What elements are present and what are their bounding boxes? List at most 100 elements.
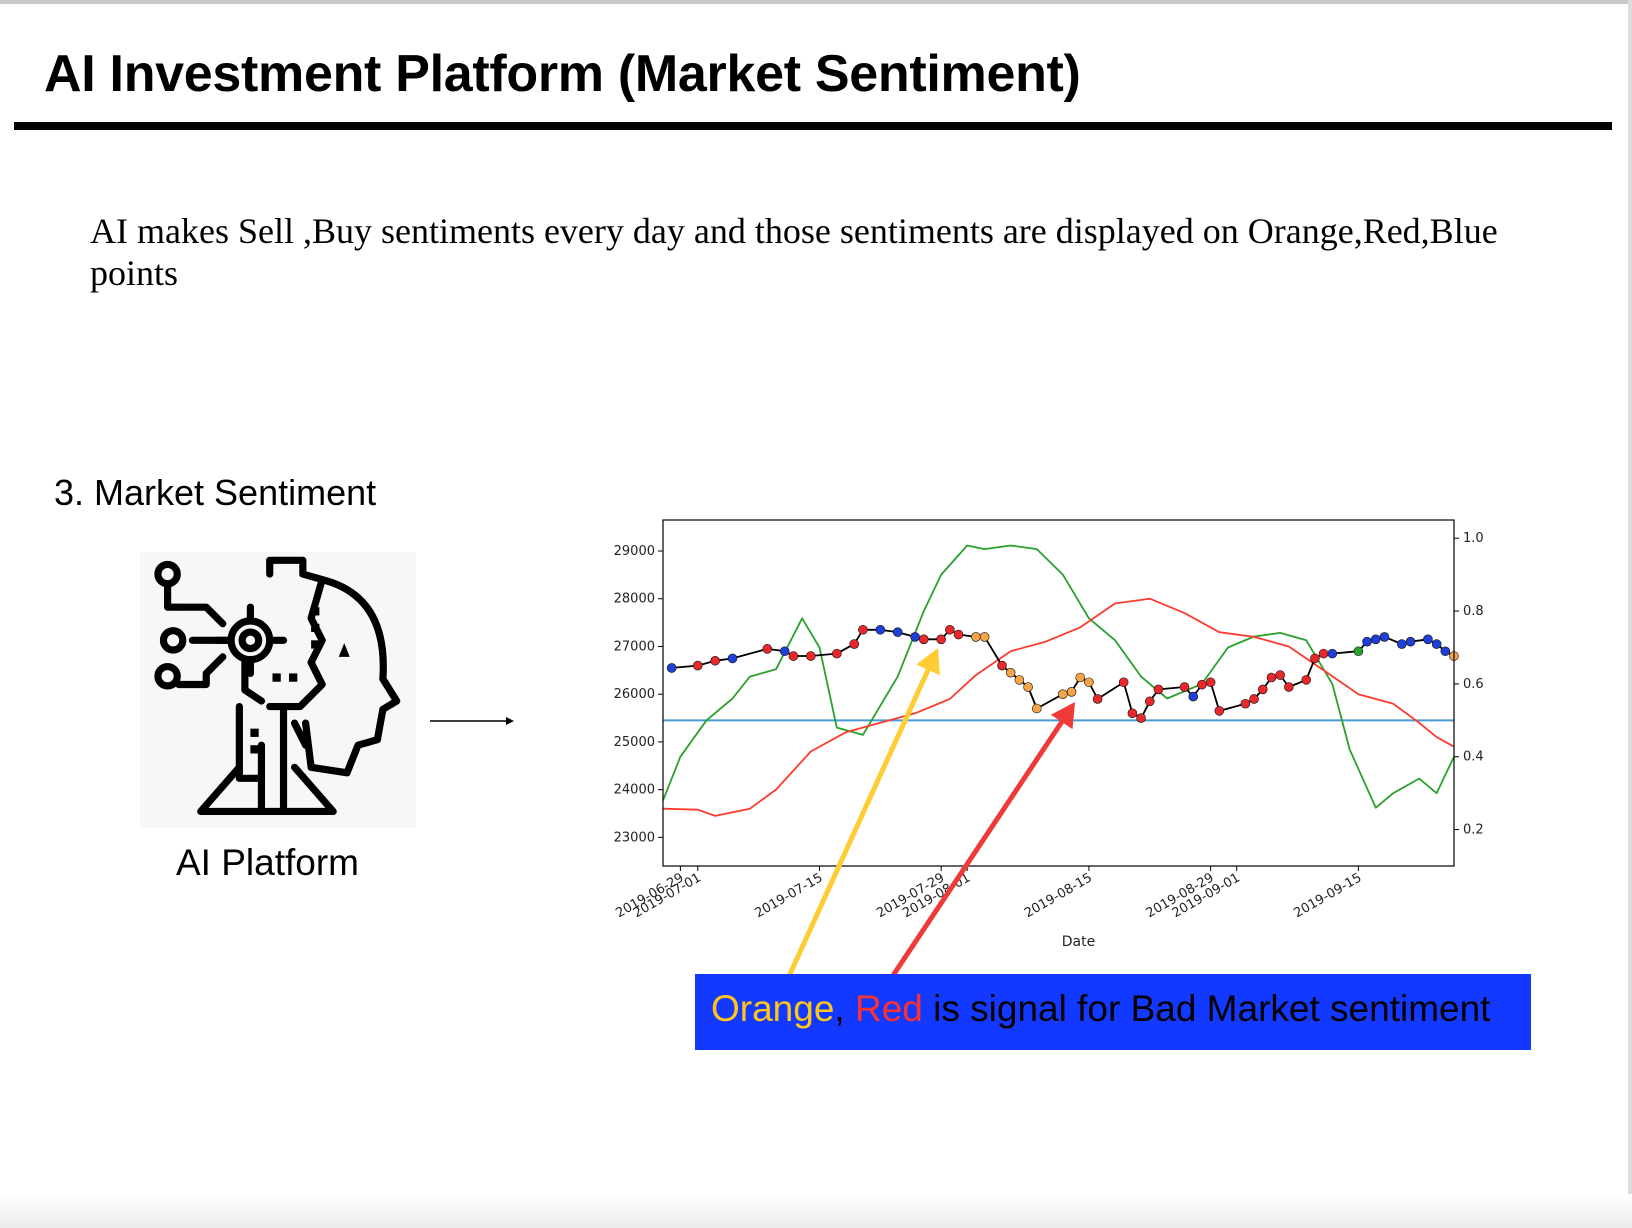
price-marker bbox=[1362, 636, 1372, 647]
orange-callout-arrow-shaft bbox=[787, 667, 931, 977]
x-tick-label: 2019-07-15 bbox=[753, 870, 826, 921]
y-left-tick-label: 27000 bbox=[614, 639, 655, 654]
price-marker bbox=[997, 660, 1007, 671]
red-callout-arrow-shaft bbox=[891, 719, 1065, 977]
price-marker bbox=[979, 632, 990, 642]
callout-comma: , bbox=[834, 988, 845, 1029]
price-marker bbox=[1023, 682, 1033, 692]
price-marker bbox=[1144, 696, 1155, 707]
x-tick-label: 2019-09-15 bbox=[1291, 870, 1364, 921]
callout-rest: is signal for Bad Market sentiment bbox=[922, 988, 1491, 1029]
price-marker bbox=[945, 624, 955, 635]
price-marker bbox=[1370, 634, 1381, 645]
title-underline bbox=[14, 122, 1612, 130]
y-left-tick-label: 23000 bbox=[614, 830, 655, 845]
window-right-border bbox=[1628, 0, 1632, 1228]
price-marker bbox=[832, 648, 842, 659]
price-marker bbox=[1188, 691, 1199, 702]
price-marker bbox=[1318, 648, 1329, 659]
price-marker bbox=[892, 627, 903, 637]
price-marker bbox=[1084, 677, 1094, 688]
window-top-border bbox=[0, 0, 1632, 4]
x-tick-label: 2019-07-01 bbox=[631, 870, 704, 921]
price-marker bbox=[788, 651, 799, 661]
price-marker bbox=[910, 632, 920, 642]
price-marker bbox=[1405, 636, 1416, 647]
price-marker bbox=[1249, 694, 1259, 704]
y-right-tick-label: 1.0 bbox=[1463, 531, 1484, 546]
price-line bbox=[671, 628, 1455, 719]
price-marker bbox=[1310, 653, 1320, 664]
x-tick-label: 2019-06-29 bbox=[613, 870, 686, 921]
price-marker bbox=[1275, 670, 1285, 680]
price-marker bbox=[1431, 639, 1442, 649]
price-marker bbox=[1353, 646, 1364, 657]
callout-orange-word: Orange bbox=[711, 988, 835, 1029]
y-left-tick-label: 26000 bbox=[614, 687, 655, 702]
price-marker bbox=[936, 634, 946, 645]
price-marker bbox=[918, 634, 929, 645]
price-marker bbox=[1014, 675, 1025, 685]
x-tick-label: 2019-08-01 bbox=[900, 870, 973, 921]
price-marker bbox=[1449, 651, 1459, 661]
y-left-tick-label: 28000 bbox=[614, 592, 655, 607]
price-marker bbox=[1118, 677, 1129, 688]
callout-text: Orange, Red is signal for Bad Market sen… bbox=[711, 988, 1490, 1030]
sentiment-ratio-line bbox=[662, 544, 1455, 809]
y-left-tick-label: 25000 bbox=[614, 735, 655, 750]
price-marker bbox=[953, 629, 964, 640]
price-marker bbox=[1092, 694, 1103, 704]
price-marker bbox=[875, 624, 886, 635]
bottom-shade bbox=[0, 1194, 1632, 1228]
y-left-tick-label: 29000 bbox=[614, 544, 655, 559]
price-marker bbox=[779, 646, 790, 657]
moving-average-line bbox=[662, 597, 1455, 817]
price-marker bbox=[1440, 646, 1451, 657]
price-marker bbox=[858, 624, 868, 635]
right-arrow-icon bbox=[430, 717, 514, 725]
price-marker bbox=[1197, 679, 1207, 690]
x-axis-label: Date bbox=[1062, 934, 1095, 950]
price-marker bbox=[692, 660, 703, 671]
orange-callout-arrow-head bbox=[916, 648, 940, 676]
price-marker bbox=[805, 651, 816, 661]
price-marker bbox=[1266, 672, 1277, 683]
price-marker bbox=[762, 644, 773, 654]
y-right-tick-label: 0.6 bbox=[1463, 677, 1484, 692]
price-marker bbox=[1136, 713, 1146, 723]
price-marker bbox=[1214, 706, 1225, 716]
price-marker bbox=[1397, 639, 1407, 649]
price-marker bbox=[1127, 708, 1138, 719]
price-marker bbox=[666, 663, 677, 673]
x-tick-label: 2019-08-29 bbox=[1144, 870, 1217, 921]
price-marker bbox=[1153, 684, 1164, 695]
price-marker bbox=[1058, 689, 1068, 699]
price-marker bbox=[1301, 675, 1312, 685]
price-marker bbox=[1240, 698, 1251, 709]
robot-head-with-gears-icon bbox=[140, 552, 416, 828]
price-marker bbox=[1179, 682, 1190, 692]
y-right-tick-label: 0.2 bbox=[1463, 823, 1484, 838]
y-right-tick-label: 0.4 bbox=[1463, 750, 1484, 765]
price-marker bbox=[1205, 677, 1216, 688]
plot-frame bbox=[662, 519, 1455, 867]
callout-red-word: Red bbox=[854, 988, 923, 1029]
price-marker bbox=[1075, 672, 1086, 683]
slide-description: AI makes Sell ,Buy sentiments every day … bbox=[90, 211, 1498, 293]
price-marker bbox=[1031, 703, 1042, 714]
callout-box: Orange, Red is signal for Bad Market sen… bbox=[695, 974, 1531, 1050]
x-tick-label: 2019-07-29 bbox=[874, 870, 947, 921]
price-marker bbox=[849, 639, 860, 649]
price-marker bbox=[1066, 687, 1077, 697]
y-right-tick-label: 0.8 bbox=[1463, 604, 1484, 619]
price-marker bbox=[727, 653, 738, 664]
price-marker bbox=[1379, 632, 1390, 642]
price-marker bbox=[1423, 634, 1433, 645]
price-marker bbox=[1257, 684, 1268, 695]
price-marker bbox=[710, 655, 720, 666]
price-marker bbox=[1284, 682, 1294, 692]
price-marker bbox=[971, 632, 981, 642]
red-callout-arrow-head bbox=[1050, 702, 1075, 730]
ai-platform-label: AI Platform bbox=[176, 842, 359, 883]
x-tick-label: 2019-08-15 bbox=[1022, 870, 1095, 921]
